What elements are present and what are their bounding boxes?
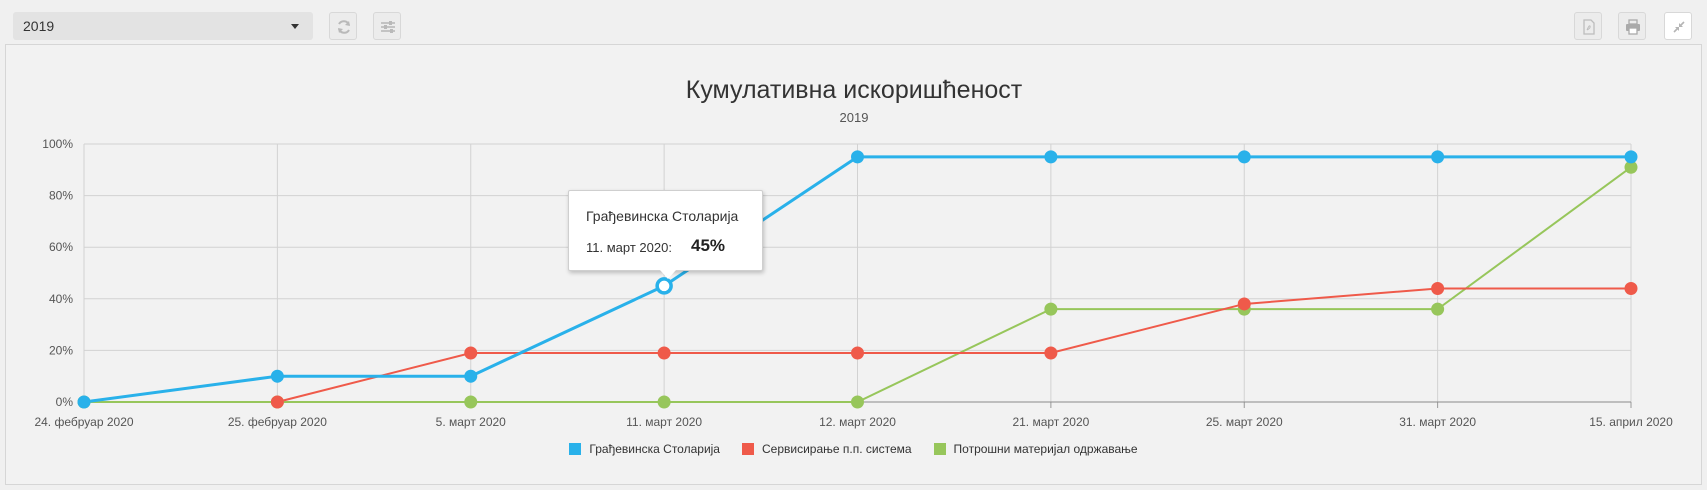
data-point[interactable]: [464, 395, 478, 409]
data-point[interactable]: [851, 395, 864, 409]
x-tick-label: 11. март 2020: [626, 415, 702, 429]
year-select-value: 2019: [23, 18, 55, 34]
chart-legend: Грађевинска Столарија Сервисирање п.п. с…: [0, 441, 1707, 457]
tooltip: Грађевинска Столарија 11. март 2020: 45%: [568, 190, 763, 279]
data-point[interactable]: [77, 395, 91, 409]
data-point[interactable]: [1624, 150, 1638, 164]
collapse-icon: [1673, 21, 1685, 33]
data-point[interactable]: [1431, 281, 1445, 295]
data-point[interactable]: [1044, 150, 1058, 164]
chart-title: Кумулативна искоришћеност: [686, 76, 1023, 104]
data-point[interactable]: [1431, 150, 1445, 164]
chart-panel: [5, 44, 1702, 485]
tooltip-value: 45%: [691, 236, 726, 255]
print-icon: [1626, 19, 1640, 35]
y-tick-label: 20%: [49, 343, 73, 357]
pdf-icon: [1583, 19, 1595, 35]
pdf-export-button[interactable]: [1574, 12, 1602, 40]
data-point[interactable]: [1044, 302, 1058, 316]
data-point[interactable]: [657, 346, 671, 360]
data-point[interactable]: [851, 346, 864, 360]
data-point[interactable]: [851, 150, 864, 164]
x-tick-label: 25. фебруар 2020: [228, 415, 327, 429]
legend-swatch: [741, 443, 754, 455]
collapse-button[interactable]: [1664, 12, 1692, 40]
y-tick-label: 100%: [42, 137, 73, 151]
refresh-button[interactable]: [329, 12, 357, 40]
data-point[interactable]: [464, 369, 478, 383]
legend-label: Сервисирање п.п. система: [761, 442, 912, 456]
legend-item-potrosni[interactable]: Потрошни материјал одржавање: [933, 441, 1138, 457]
print-button[interactable]: [1618, 12, 1646, 40]
legend-swatch: [569, 443, 582, 455]
x-tick-label: 25. март 2020: [1206, 415, 1283, 429]
x-tick-label: 24. фебруар 2020: [34, 415, 133, 429]
legend-label: Потрошни материјал одржавање: [953, 442, 1138, 456]
chart-toolbar: 2019: [0, 0, 1707, 52]
tooltip-date: 11. март 2020:: [586, 240, 672, 255]
legend-item-servisiranje[interactable]: Сервисирање п.п. система: [741, 441, 912, 457]
y-tick-label: 80%: [49, 189, 73, 203]
chart-subtitle: 2019: [840, 110, 869, 125]
data-point[interactable]: [464, 346, 478, 360]
refresh-icon: [338, 20, 350, 34]
x-tick-label: 31. март 2020: [1399, 415, 1476, 429]
tooltip-pointer: [660, 270, 676, 279]
sliders-icon: [381, 21, 395, 33]
y-tick-label: 60%: [49, 240, 73, 254]
x-tick-label: 5. март 2020: [436, 415, 507, 429]
data-point[interactable]: [270, 395, 284, 409]
data-point[interactable]: [1237, 150, 1251, 164]
x-tick-label: 21. март 2020: [1012, 415, 1089, 429]
data-point[interactable]: [657, 395, 671, 409]
y-tick-label: 40%: [49, 292, 73, 306]
year-select[interactable]: 2019: [13, 12, 313, 40]
data-point[interactable]: [1237, 297, 1251, 311]
settings-button[interactable]: [373, 12, 401, 40]
legend-label: Грађевинска Столарија: [589, 442, 720, 456]
series-line-1: [277, 287, 1631, 403]
x-tick-label: 15. април 2020: [1589, 415, 1673, 429]
y-tick-label: 0%: [56, 395, 74, 409]
legend-item-gradjevinska[interactable]: Грађевинска Столарија: [569, 441, 720, 457]
chevron-down-icon: [291, 24, 299, 29]
x-tick-label: 12. март 2020: [819, 415, 896, 429]
data-point[interactable]: [270, 369, 284, 383]
legend-swatch: [933, 443, 946, 455]
data-point[interactable]: [1044, 346, 1058, 360]
data-point[interactable]: [1431, 302, 1445, 316]
data-point[interactable]: [1624, 281, 1638, 295]
data-point-hovered[interactable]: [655, 277, 673, 295]
tooltip-series: Грађевинска Столарија: [586, 208, 739, 224]
